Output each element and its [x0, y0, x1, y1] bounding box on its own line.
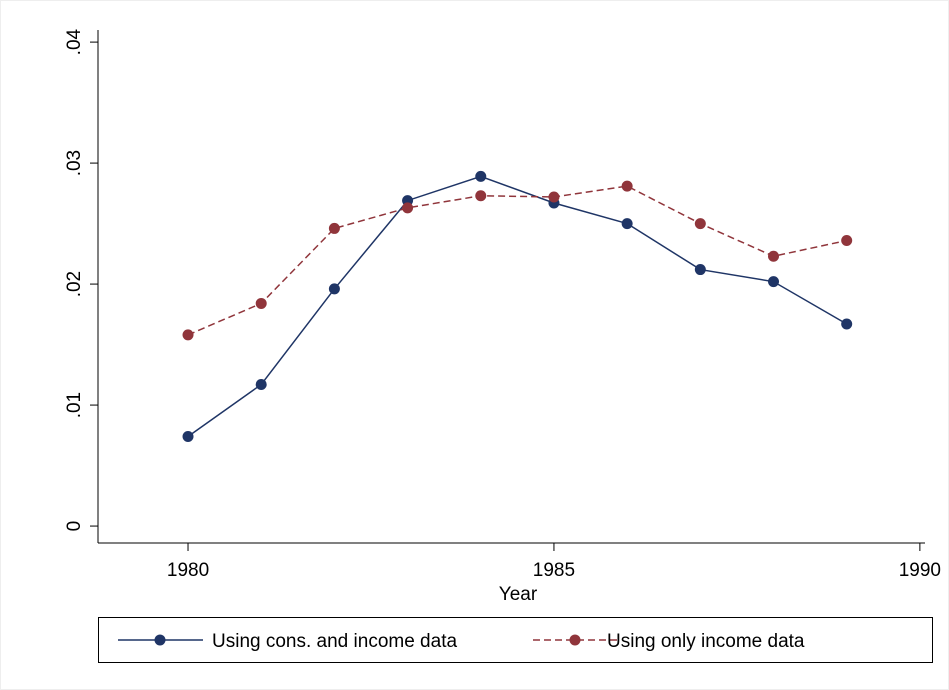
data-point — [328, 283, 340, 295]
data-point — [255, 297, 267, 309]
data-point — [402, 202, 414, 214]
x-axis-label: Year — [499, 584, 538, 605]
data-point — [768, 276, 780, 288]
x-tick-label: 1990 — [899, 560, 941, 581]
data-point — [694, 264, 706, 276]
data-point — [182, 431, 194, 443]
data-point — [475, 170, 487, 182]
data-point — [548, 191, 560, 203]
data-point — [768, 250, 780, 262]
data-point — [182, 329, 194, 341]
legend-marker — [154, 634, 166, 646]
data-point — [694, 218, 706, 230]
legend-label: Using only income data — [607, 631, 805, 652]
data-point — [621, 218, 633, 230]
data-point — [841, 318, 853, 330]
data-point — [475, 190, 487, 202]
legend-box — [98, 617, 933, 663]
y-tick-label: .01 — [64, 392, 85, 418]
data-point — [621, 180, 633, 192]
data-point — [841, 235, 853, 247]
series-line — [187, 175, 848, 438]
y-tick-label: .03 — [64, 150, 85, 176]
y-tick-label: 0 — [64, 521, 85, 532]
legend-label: Using cons. and income data — [212, 631, 457, 652]
x-tick-label: 1985 — [533, 560, 575, 581]
y-tick-label: .02 — [64, 271, 85, 297]
y-tick-label: .04 — [64, 28, 85, 55]
data-point — [255, 379, 267, 391]
x-tick-label: 1980 — [167, 560, 209, 581]
data-point — [328, 222, 340, 234]
series-line — [187, 185, 847, 336]
legend-marker — [569, 634, 581, 646]
